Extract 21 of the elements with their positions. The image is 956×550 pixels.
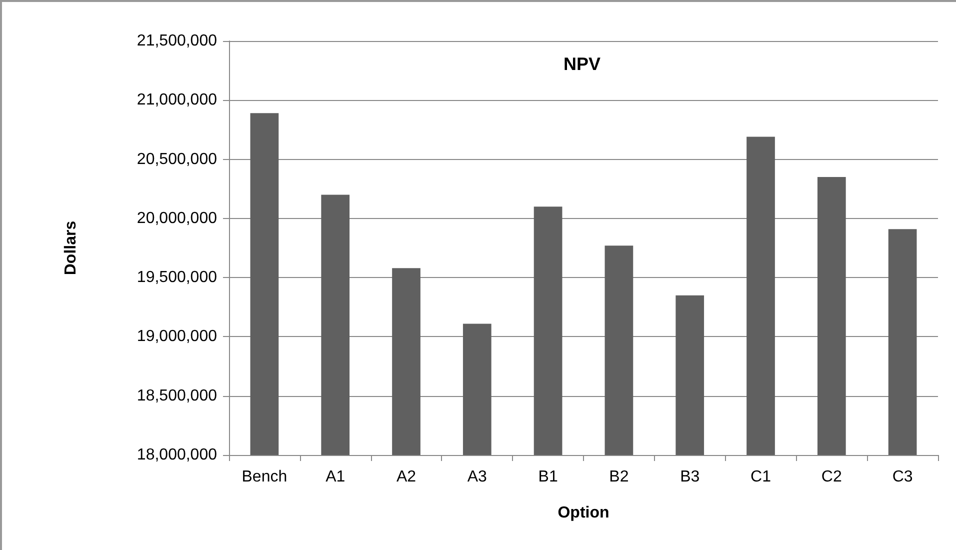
x-tick-label: C2 (821, 468, 842, 486)
y-tick-label: 19,500,000 (136, 269, 218, 286)
x-tick-label: A1 (326, 468, 346, 486)
x-tick-label: A2 (396, 468, 416, 486)
y-tick-label: 20,000,000 (136, 210, 218, 227)
y-tick-label: 19,000,000 (136, 328, 218, 346)
x-tick-label: B1 (538, 468, 558, 486)
x-tick-label: B2 (609, 468, 629, 486)
y-tick-label: 20,500,000 (136, 150, 218, 168)
text: NPV (563, 54, 601, 74)
x-tick-label: C1 (750, 468, 772, 486)
y-tick-label: 18,500,000 (136, 387, 218, 404)
x-tick-label: A3 (467, 468, 488, 486)
x-axis-title: Option (558, 504, 610, 522)
y-tick-label: 21,000,000 (136, 92, 218, 109)
y-axis-title: Dollars (62, 220, 80, 276)
y-tick-label: 21,500,000 (136, 32, 218, 50)
y-tick-label: 18,000,000 (136, 446, 218, 464)
x-tick-label: Bench (242, 468, 288, 486)
x-tick-label: B3 (680, 468, 700, 486)
x-tick-label: C3 (892, 468, 913, 486)
